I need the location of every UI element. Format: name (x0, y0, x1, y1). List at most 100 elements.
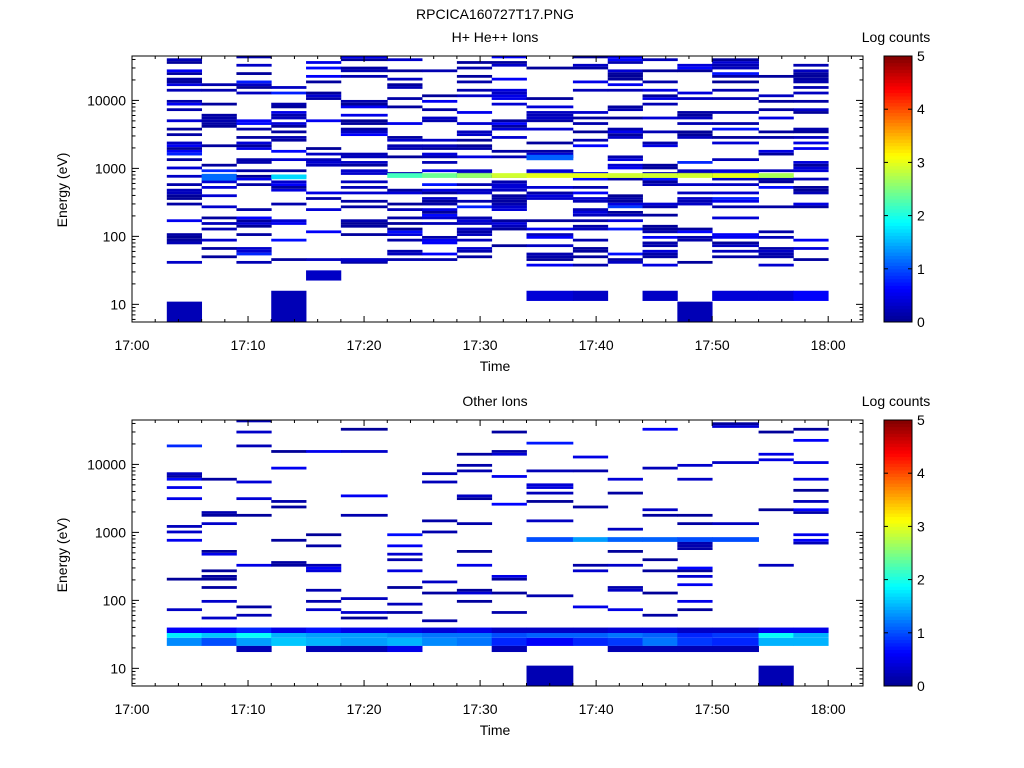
heatmap-cell (340, 161, 388, 164)
heatmap-cell (677, 541, 713, 545)
heatmap-band (340, 258, 388, 263)
heatmap-cell (712, 80, 759, 84)
heatmap-band (642, 173, 678, 178)
heatmap-cell (422, 188, 458, 192)
heatmap-cell (166, 477, 203, 481)
heatmap-cell (456, 61, 493, 64)
heatmap-cell (491, 452, 527, 456)
heatmap-cell (422, 144, 458, 148)
colorbar-segment (884, 539, 912, 544)
heatmap-cell (306, 61, 342, 64)
heatmap-cell (201, 552, 237, 556)
heatmap-cell (793, 74, 829, 78)
colorbar-segment (884, 486, 912, 491)
heatmap-band (642, 645, 678, 653)
heatmap-cell (456, 88, 493, 92)
heatmap-cell (271, 111, 307, 114)
heatmap-cell (642, 116, 678, 120)
heatmap-cell (387, 122, 423, 125)
heatmap-band (166, 301, 203, 323)
heatmap-cell (526, 141, 574, 145)
heatmap-band (236, 632, 272, 638)
heatmap-cell (491, 430, 527, 434)
heatmap-cell (306, 80, 342, 84)
heatmap-cell (607, 58, 643, 62)
heatmap-cell (422, 199, 458, 203)
heatmap-cell (491, 102, 527, 106)
heatmap-cell (422, 138, 458, 142)
heatmap-cell (712, 244, 759, 248)
colorbar-segment (884, 222, 912, 227)
heatmap-band (642, 290, 678, 301)
heatmap-cell (677, 133, 713, 137)
heatmap-cell (306, 152, 342, 156)
colorbar-segment (884, 536, 912, 541)
heatmap-cell (607, 88, 643, 92)
heatmap-cell (387, 216, 423, 220)
heatmap-cell (236, 158, 272, 162)
heatmap-cell (712, 522, 759, 526)
heatmap-cell (387, 144, 423, 148)
heatmap-cell (793, 166, 829, 170)
heatmap-cell (306, 197, 342, 200)
heatmap-cell (793, 130, 829, 134)
axes: 17:00 17:10 17:20 17:30 17:40 17:50 18:00 10 100… (87, 419, 864, 717)
heatmap-band (572, 537, 609, 542)
heatmap-cell (607, 155, 643, 159)
colorbar-segment (884, 65, 912, 70)
heatmap-cell (793, 177, 829, 181)
heatmap-cell (607, 77, 643, 81)
x-tick-label: 17:40 (579, 337, 614, 353)
colorbar-segment (884, 666, 912, 670)
colorbar-segment (884, 499, 912, 504)
x-tick-label: 17:10 (231, 701, 266, 717)
x-tick-label: 17:10 (231, 337, 266, 353)
colorbar-segment (884, 59, 912, 64)
heatmap-cell (677, 197, 713, 200)
heatmap-cell (306, 163, 342, 167)
colorbar-segment (884, 159, 912, 163)
colorbar-tick-label: 2 (917, 208, 925, 224)
heatmap-cell (758, 205, 794, 209)
heatmap-cell (236, 55, 272, 59)
colorbar-segment (884, 272, 912, 276)
heatmap-band (456, 632, 493, 638)
heatmap-cell (340, 69, 388, 73)
heatmap-cell (340, 222, 388, 225)
heatmap-cell (677, 63, 713, 67)
heatmap-band (166, 627, 203, 633)
heatmap-cell (642, 144, 678, 148)
heatmap-cell (491, 199, 527, 203)
colorbar-segment (884, 302, 912, 306)
heatmap-cell (491, 244, 527, 248)
heatmap-cell (758, 169, 794, 173)
heatmap-cell (387, 58, 423, 62)
colorbar-segment (884, 466, 912, 471)
colorbar-segment (884, 672, 912, 677)
colorbar-label: Log counts (862, 29, 931, 45)
heatmap-cell (491, 450, 527, 453)
colorbar-segment (884, 636, 912, 640)
heatmap-cell (387, 569, 423, 573)
heatmap-cell (526, 500, 574, 503)
colorbar-segment (884, 92, 912, 97)
heatmap-cell (793, 108, 829, 112)
heatmap-cell (387, 69, 423, 73)
heatmap-cell (236, 222, 272, 225)
heatmap-cell (306, 158, 342, 162)
heatmap-cell (793, 202, 829, 206)
heatmap-cell (236, 233, 272, 236)
colorbar-segment (884, 215, 912, 220)
heatmap-cell (572, 122, 609, 125)
heatmap-band (271, 627, 307, 633)
heatmap-cell (166, 133, 203, 137)
heatmap-cell (758, 430, 794, 434)
heatmap-band (572, 637, 609, 646)
heatmap-cell (387, 602, 423, 606)
heatmap-cell (642, 427, 678, 431)
colorbar-segment (884, 606, 912, 611)
heatmap-cell (166, 608, 203, 612)
colorbar-segment (884, 225, 912, 230)
heatmap-cell (572, 144, 609, 148)
heatmap-cell (793, 80, 829, 84)
